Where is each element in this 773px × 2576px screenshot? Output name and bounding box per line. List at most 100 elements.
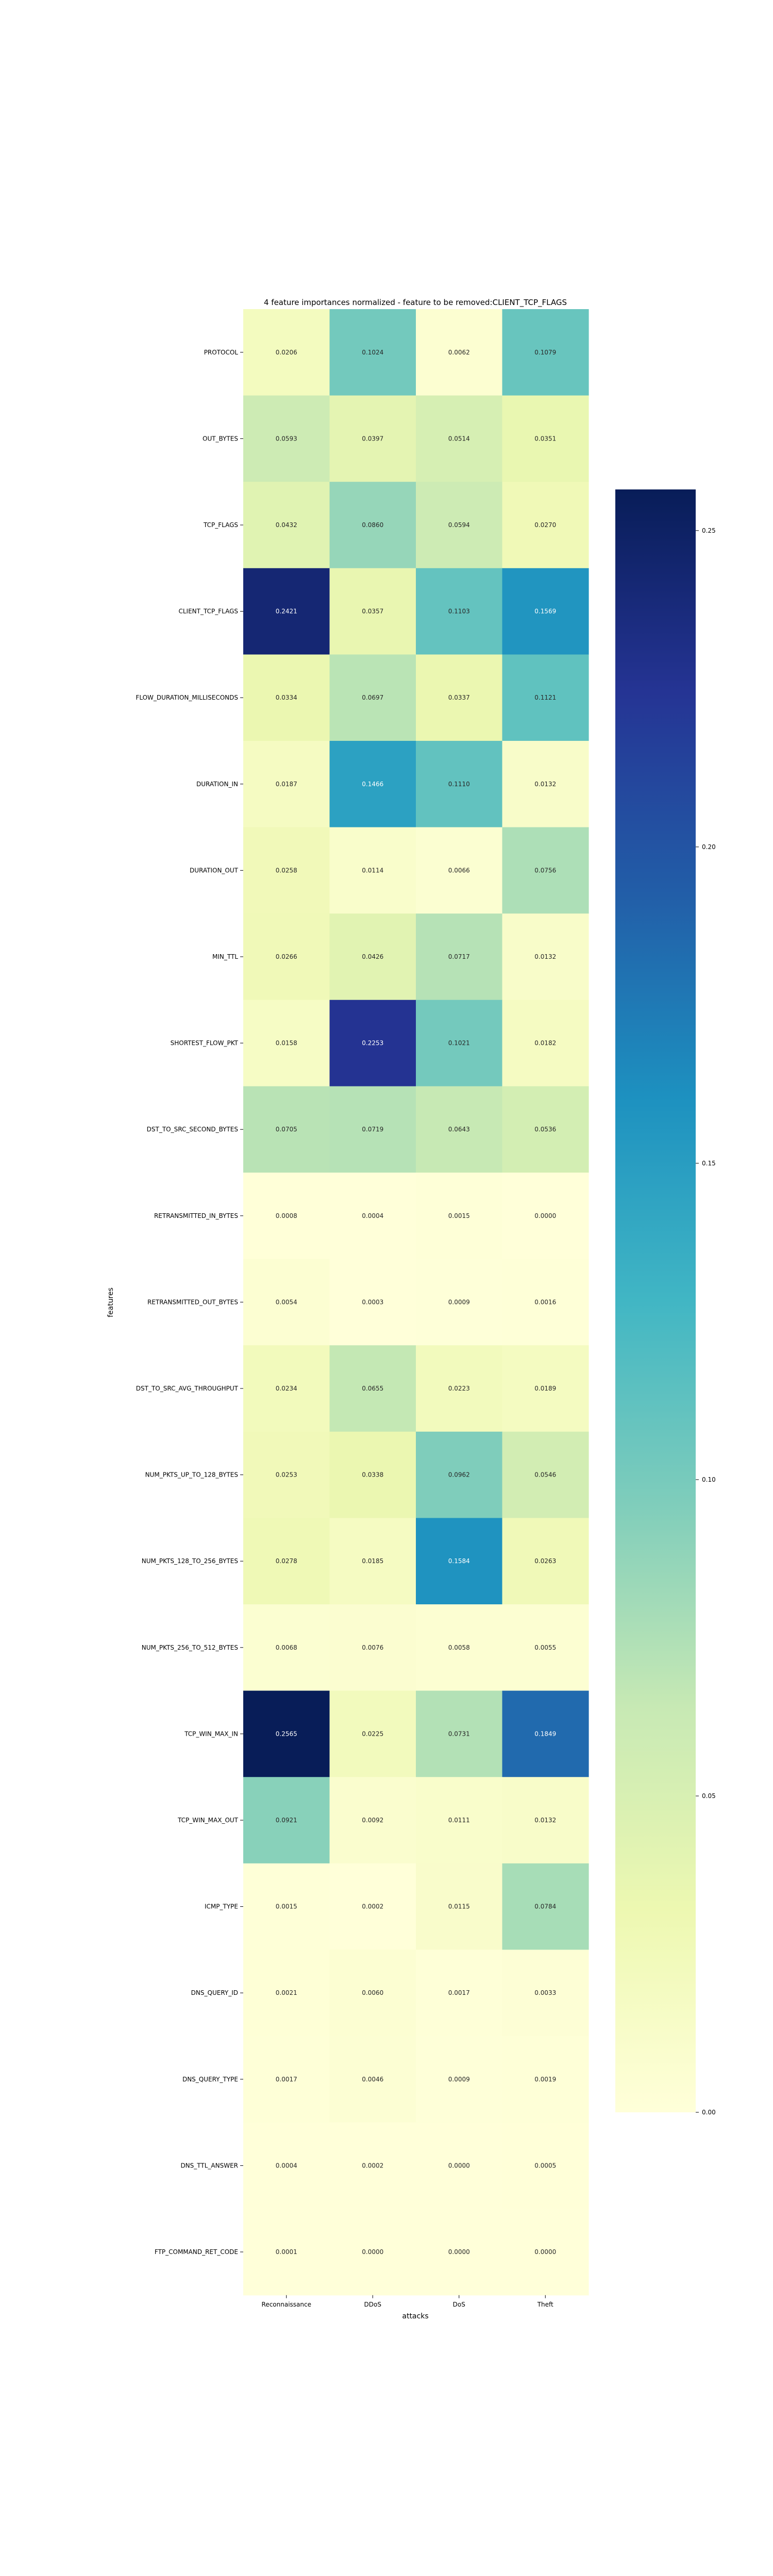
colorbar-tick-label: 0.05 (702, 1792, 716, 1800)
cell-annotations: 0.0206 0.1024 0.0062 0.1079 0.0593 0.0397 0.05… (276, 349, 557, 2256)
heatmap-cell (243, 1863, 330, 1950)
cell-annotation: 0.0015 (448, 1212, 470, 1219)
cell-annotation: 0.0062 (448, 349, 470, 356)
heatmap-cell (329, 999, 416, 1087)
heatmap-cell (329, 1431, 416, 1518)
cell-annotation: 0.0066 (448, 867, 470, 874)
cell-annotation: 0.0546 (534, 1471, 556, 1479)
cell-annotation: 0.0000 (448, 2248, 470, 2256)
heatmap-cell (243, 2209, 330, 2296)
cell-annotation: 0.0270 (534, 521, 556, 529)
cell-annotation: 0.2421 (276, 608, 297, 615)
cell-annotation: 0.1110 (448, 781, 470, 788)
cell-annotation: 0.1103 (448, 608, 470, 615)
cell-annotation: 0.0002 (362, 2162, 383, 2169)
cell-annotation: 0.0719 (362, 1126, 383, 1133)
y-tick-label: MIN_TTL (212, 953, 238, 960)
heatmap-cell (329, 827, 416, 914)
cell-annotation: 0.0060 (362, 1989, 383, 1996)
cell-annotation: 0.0234 (276, 1385, 297, 1392)
heatmap-cell (243, 395, 330, 482)
heatmap-cell (502, 1950, 589, 2037)
cell-annotation: 0.0076 (362, 1644, 383, 1651)
heatmap-cell (416, 1518, 503, 1605)
cell-annotation: 0.0092 (362, 1817, 383, 1824)
y-tick-label: OUT_BYTES (203, 435, 238, 442)
cell-annotation: 0.0021 (276, 1989, 297, 1996)
heatmap-cell (243, 1950, 330, 2037)
cell-annotation: 0.0337 (448, 694, 470, 701)
heatmap-cell (329, 482, 416, 569)
cell-annotation: 0.0000 (448, 2162, 470, 2169)
cell-annotation: 0.0643 (448, 1126, 470, 1133)
cell-annotation: 0.0594 (448, 521, 470, 529)
heatmap-cell (243, 568, 330, 655)
heatmap-cell (416, 2122, 503, 2209)
heatmap-cell (502, 1777, 589, 1864)
heatmap-cell (243, 999, 330, 1087)
cell-annotation: 0.0253 (276, 1471, 297, 1479)
cell-annotation: 0.0008 (276, 1212, 297, 1219)
heatmap-cells (243, 309, 589, 2296)
heatmap-cell (502, 482, 589, 569)
y-tick-label: ICMP_TYPE (205, 1903, 238, 1910)
y-tick-label: SHORTEST_FLOW_PKT (171, 1040, 239, 1047)
heatmap-cell (243, 1431, 330, 1518)
heatmap-cell (416, 1863, 503, 1950)
cell-annotation: 0.0132 (534, 953, 556, 960)
cell-annotation: 0.0225 (362, 1730, 383, 1737)
colorbar-tick-label: 0.25 (702, 527, 716, 534)
heatmap-cell (243, 741, 330, 828)
heatmap-cell (329, 2209, 416, 2296)
y-tick-label: DURATION_IN (196, 781, 238, 788)
cell-annotation: 0.0206 (276, 349, 297, 356)
heatmap-cell (243, 654, 330, 741)
heatmap-cell (329, 568, 416, 655)
cell-annotation: 0.2565 (276, 1730, 297, 1737)
heatmap-cell (502, 1173, 589, 1260)
cell-annotation: 0.0004 (362, 1212, 383, 1219)
y-tick-label: DST_TO_SRC_SECOND_BYTES (147, 1126, 238, 1133)
heatmap-cell (416, 999, 503, 1087)
heatmap-cell (502, 741, 589, 828)
cell-annotation: 0.0158 (276, 1040, 297, 1047)
cell-annotation: 0.0397 (362, 435, 383, 442)
heatmap-cell (502, 395, 589, 482)
colorbar-tick-label: 0.15 (702, 1160, 716, 1167)
heatmap-cell (329, 1086, 416, 1173)
cell-annotation: 0.0015 (276, 1903, 297, 1910)
heatmap-cell (502, 654, 589, 741)
cell-annotation: 0.0111 (448, 1817, 470, 1824)
cell-annotation: 0.0705 (276, 1126, 297, 1133)
cell-annotation: 0.0000 (534, 2248, 556, 2256)
cell-annotation: 0.0114 (362, 867, 383, 874)
heatmap-cell (416, 2036, 503, 2123)
y-tick-label: PROTOCOL (204, 349, 239, 356)
y-tick-label: TCP_WIN_MAX_OUT (177, 1817, 239, 1824)
cell-annotation: 0.0016 (534, 1298, 556, 1306)
heatmap-cell (502, 309, 589, 396)
heatmap-cell (502, 999, 589, 1087)
cell-annotation: 0.0004 (276, 2162, 297, 2169)
colorbar-ticks: 0.00 0.05 0.10 0.15 0.20 0.25 (696, 527, 716, 2116)
y-tick-label: DNS_QUERY_TYPE (182, 2076, 238, 2083)
heatmap-cell (502, 1690, 589, 1777)
heatmap-cell (243, 2036, 330, 2123)
heatmap-cell (243, 1259, 330, 1346)
cell-annotation: 0.0019 (534, 2076, 556, 2083)
heatmap-cell (329, 1604, 416, 1691)
cell-annotation: 0.0055 (534, 1644, 556, 1651)
cell-annotation: 0.1584 (448, 1557, 470, 1565)
cell-annotation: 0.0009 (448, 1298, 470, 1306)
heatmap-cell (502, 2036, 589, 2123)
cell-annotation: 0.0054 (276, 1298, 297, 1306)
y-tick-label: DNS_QUERY_ID (191, 1989, 238, 1996)
heatmap-cell (416, 1086, 503, 1173)
cell-annotation: 0.0263 (534, 1557, 556, 1565)
heatmap-cell (416, 2209, 503, 2296)
heatmap-cell (329, 741, 416, 828)
heatmap-cell (329, 1518, 416, 1605)
cell-annotation: 0.1121 (534, 694, 556, 701)
cell-annotation: 0.0697 (362, 694, 383, 701)
x-tick-label: DDoS (364, 2301, 381, 2308)
